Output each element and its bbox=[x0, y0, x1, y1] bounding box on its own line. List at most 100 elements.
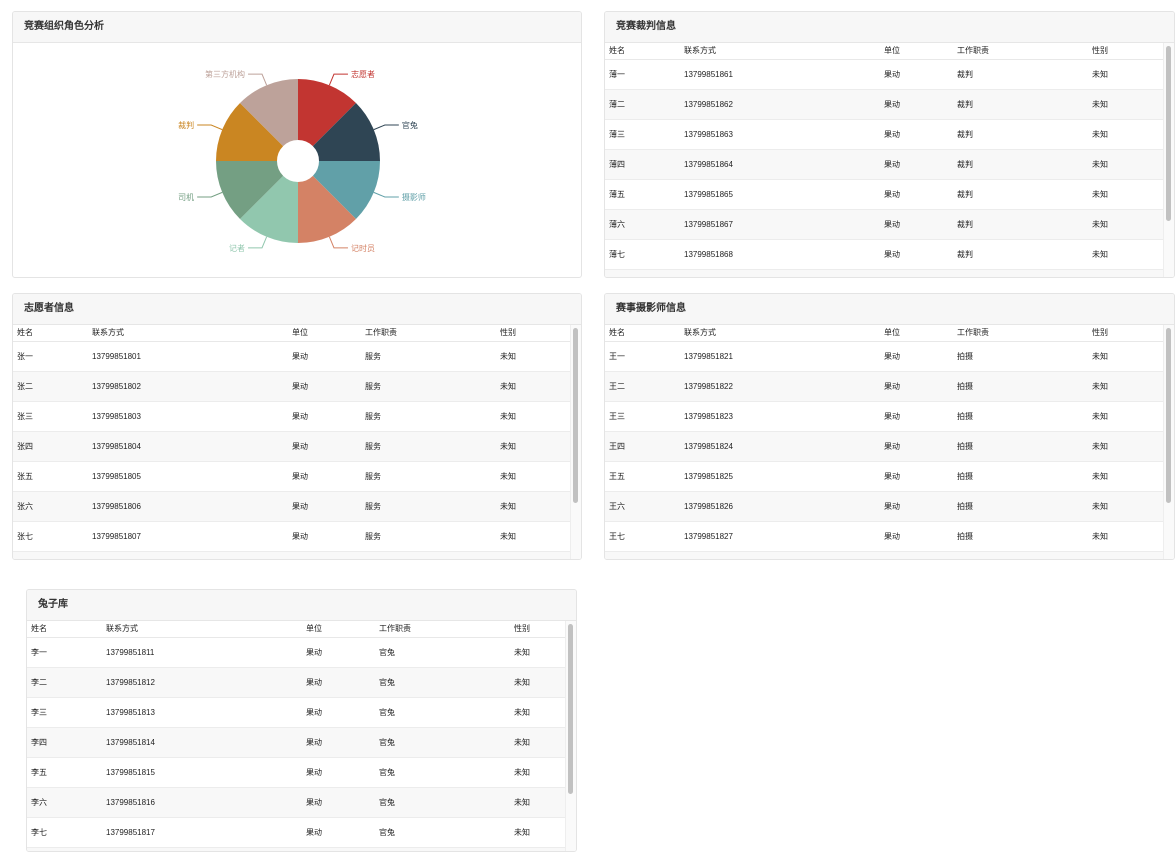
pie-slice[interactable] bbox=[216, 103, 284, 161]
table-row[interactable]: 王六 13799851826 果动 拍摄 未知 bbox=[605, 492, 1163, 522]
judges-scrollbar[interactable] bbox=[1163, 43, 1174, 277]
column-header[interactable]: 联系方式 bbox=[106, 624, 138, 633]
table-cell: 拍摄 bbox=[957, 502, 973, 511]
table-row[interactable]: 王四 13799851824 果动 拍摄 未知 bbox=[605, 432, 1163, 462]
table-row[interactable]: 张四 13799851804 果动 服务 未知 bbox=[13, 432, 570, 462]
table-cell: 裁判 bbox=[957, 130, 973, 139]
table-header: 姓名 联系方式 单位 工作职责 性别 bbox=[27, 621, 565, 638]
table-cell: 服务 bbox=[365, 502, 381, 511]
column-header[interactable]: 工作职责 bbox=[365, 328, 397, 337]
label-line bbox=[328, 73, 348, 86]
pie-slice[interactable] bbox=[240, 79, 298, 147]
table-row[interactable]: 薄八 13799851869 果动 裁判 未知 bbox=[605, 270, 1163, 277]
table-row[interactable]: 张七 13799851807 果动 服务 未知 bbox=[13, 522, 570, 552]
table-cell: 果动 bbox=[306, 648, 322, 657]
pie-slice[interactable] bbox=[312, 103, 380, 161]
label-line bbox=[328, 236, 348, 249]
photographers-scrollbar[interactable] bbox=[1163, 325, 1174, 559]
slice-label: 摄影师 bbox=[402, 192, 426, 202]
column-header[interactable]: 工作职责 bbox=[957, 46, 989, 55]
column-header[interactable]: 单位 bbox=[884, 328, 900, 337]
column-header[interactable]: 单位 bbox=[884, 46, 900, 55]
table-cell: 13799851826 bbox=[684, 502, 733, 511]
table-cell: 裁判 bbox=[957, 190, 973, 199]
table-cell: 裁判 bbox=[957, 160, 973, 169]
volunteers-scrollbar[interactable] bbox=[570, 325, 581, 559]
column-header[interactable]: 性别 bbox=[1092, 328, 1108, 337]
column-header[interactable]: 联系方式 bbox=[684, 46, 716, 55]
table-row[interactable]: 王七 13799851827 果动 拍摄 未知 bbox=[605, 522, 1163, 552]
table-row[interactable]: 李五 13799851815 果动 官兔 未知 bbox=[27, 758, 565, 788]
rabbits-scrollbar[interactable] bbox=[565, 621, 576, 851]
column-header[interactable]: 姓名 bbox=[17, 328, 33, 337]
table-cell: 果动 bbox=[306, 798, 322, 807]
column-header[interactable]: 性别 bbox=[1092, 46, 1108, 55]
table-row[interactable]: 李七 13799851817 果动 官兔 未知 bbox=[27, 818, 565, 848]
table-row[interactable]: 张一 13799851801 果动 服务 未知 bbox=[13, 342, 570, 372]
table-row[interactable]: 张五 13799851805 果动 服务 未知 bbox=[13, 462, 570, 492]
column-header[interactable]: 工作职责 bbox=[379, 624, 411, 633]
pie-slice[interactable] bbox=[298, 79, 356, 147]
table-row[interactable]: 王五 13799851825 果动 拍摄 未知 bbox=[605, 462, 1163, 492]
column-header[interactable]: 姓名 bbox=[609, 328, 625, 337]
table-cell: 李五 bbox=[31, 768, 47, 777]
table-cell: 未知 bbox=[500, 412, 516, 421]
table-cell: 未知 bbox=[500, 442, 516, 451]
judges-panel: 竞赛裁判信息 姓名 联系方式 单位 工作职责 性别 薄一 13799851861 果动 裁判 未知… bbox=[604, 11, 1175, 278]
table-cell: 果动 bbox=[306, 848, 322, 851]
table-row[interactable]: 李二 13799851812 果动 官兔 未知 bbox=[27, 668, 565, 698]
column-header[interactable]: 姓名 bbox=[31, 624, 47, 633]
table-row[interactable]: 张六 13799851806 果动 服务 未知 bbox=[13, 492, 570, 522]
column-header[interactable]: 工作职责 bbox=[957, 328, 989, 337]
slice-label: 第三方机构 bbox=[205, 69, 245, 79]
scroll-thumb[interactable] bbox=[1166, 328, 1171, 503]
table-row[interactable]: 王八 13799851828 果动 拍摄 未知 bbox=[605, 552, 1163, 559]
scroll-thumb[interactable] bbox=[1166, 46, 1171, 221]
table-row[interactable]: 李三 13799851813 果动 官兔 未知 bbox=[27, 698, 565, 728]
pie-slice[interactable] bbox=[240, 175, 298, 243]
table-row[interactable]: 张三 13799851803 果动 服务 未知 bbox=[13, 402, 570, 432]
table-row[interactable]: 李四 13799851814 果动 官兔 未知 bbox=[27, 728, 565, 758]
slice-label: 志愿者 bbox=[351, 69, 375, 79]
scroll-thumb[interactable] bbox=[568, 624, 573, 794]
table-row[interactable]: 薄四 13799851864 果动 裁判 未知 bbox=[605, 150, 1163, 180]
column-header[interactable]: 单位 bbox=[306, 624, 322, 633]
table-row[interactable]: 王三 13799851823 果动 拍摄 未知 bbox=[605, 402, 1163, 432]
table-row[interactable]: 薄七 13799851868 果动 裁判 未知 bbox=[605, 240, 1163, 270]
column-header[interactable]: 联系方式 bbox=[684, 328, 716, 337]
volunteers-panel: 志愿者信息 姓名 联系方式 单位 工作职责 性别 张一 13799851801 果动 服务 未知张… bbox=[12, 293, 582, 560]
pie-slice[interactable] bbox=[312, 161, 380, 219]
pie-slice[interactable] bbox=[298, 175, 356, 243]
column-header[interactable]: 联系方式 bbox=[92, 328, 124, 337]
table-row[interactable]: 薄三 13799851863 果动 裁判 未知 bbox=[605, 120, 1163, 150]
column-header[interactable]: 姓名 bbox=[609, 46, 625, 55]
table-header: 姓名 联系方式 单位 工作职责 性别 bbox=[605, 43, 1163, 60]
column-header[interactable]: 性别 bbox=[500, 328, 516, 337]
column-header[interactable]: 性别 bbox=[514, 624, 530, 633]
table-row[interactable]: 张八 13799851808 果动 服务 未知 bbox=[13, 552, 570, 559]
slice-label: 司机 bbox=[178, 192, 194, 202]
table-row[interactable]: 王一 13799851821 果动 拍摄 未知 bbox=[605, 342, 1163, 372]
table-cell: 王七 bbox=[609, 532, 625, 541]
table-cell: 服务 bbox=[365, 352, 381, 361]
table-cell: 13799851861 bbox=[684, 70, 733, 79]
table-row[interactable]: 薄五 13799851865 果动 裁判 未知 bbox=[605, 180, 1163, 210]
table-row[interactable]: 李六 13799851816 果动 官兔 未知 bbox=[27, 788, 565, 818]
table-cell: 薄五 bbox=[609, 190, 625, 199]
column-header[interactable]: 单位 bbox=[292, 328, 308, 337]
table-row[interactable]: 薄二 13799851862 果动 裁判 未知 bbox=[605, 90, 1163, 120]
table-row[interactable]: 李八 13799851818 果动 官兔 未知 bbox=[27, 848, 565, 851]
table-row[interactable]: 王二 13799851822 果动 拍摄 未知 bbox=[605, 372, 1163, 402]
table-cell: 未知 bbox=[1092, 352, 1108, 361]
table-row[interactable]: 薄一 13799851861 果动 裁判 未知 bbox=[605, 60, 1163, 90]
table-row[interactable]: 薄六 13799851867 果动 裁判 未知 bbox=[605, 210, 1163, 240]
table-cell: 未知 bbox=[514, 648, 530, 657]
table-row[interactable]: 李一 13799851811 果动 官兔 未知 bbox=[27, 638, 565, 668]
pie-slice[interactable] bbox=[216, 161, 284, 219]
table-cell: 13799851807 bbox=[92, 532, 141, 541]
table-row[interactable]: 张二 13799851802 果动 服务 未知 bbox=[13, 372, 570, 402]
table-cell: 裁判 bbox=[957, 70, 973, 79]
scroll-thumb[interactable] bbox=[573, 328, 578, 503]
table-cell: 未知 bbox=[500, 502, 516, 511]
table-cell: 薄六 bbox=[609, 220, 625, 229]
